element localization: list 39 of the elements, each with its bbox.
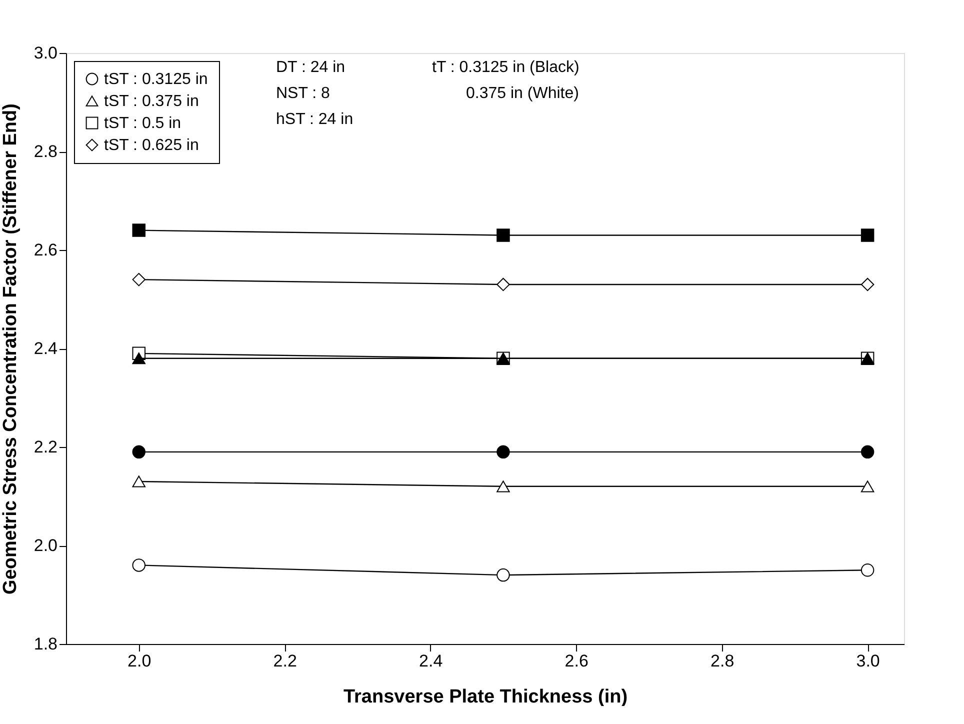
x-tick-label: 2.4 xyxy=(419,652,443,670)
point xyxy=(860,445,874,459)
annotation: 0.375 in (White) xyxy=(466,85,579,102)
point xyxy=(860,278,874,292)
point xyxy=(860,228,874,242)
point xyxy=(496,228,510,242)
point xyxy=(496,480,510,492)
point xyxy=(496,445,510,459)
annotation: NST : 8 xyxy=(276,85,330,102)
y-tick-label: 2.0 xyxy=(34,536,58,555)
point xyxy=(132,352,146,364)
point xyxy=(132,224,146,237)
point xyxy=(860,564,874,577)
x-tick-label: 3.0 xyxy=(856,652,880,670)
x-tick-label: 2.2 xyxy=(273,652,297,670)
y-tick-label: 2.4 xyxy=(34,339,58,358)
annotation: DT : 24 in xyxy=(276,59,346,76)
point xyxy=(132,476,146,488)
x-tick-label: 2.0 xyxy=(128,652,152,670)
x-tick-label: 2.6 xyxy=(564,652,588,670)
y-tick-label: 2.2 xyxy=(34,438,58,456)
point xyxy=(132,272,146,286)
y-tick-label: 2.6 xyxy=(34,240,58,260)
point xyxy=(860,480,874,492)
legend-label: tST : 0.5 in xyxy=(104,115,182,132)
legend-label: tST : 0.375 in xyxy=(104,93,199,110)
point xyxy=(496,568,510,582)
y-tick-label: 1.8 xyxy=(34,634,58,654)
y-tick-label: 2.8 xyxy=(34,142,58,161)
y-tick-label: 3.0 xyxy=(34,44,58,62)
legend-label: tST : 0.625 in xyxy=(104,137,199,154)
legend-label: tST : 0.3125 in xyxy=(104,71,208,88)
point xyxy=(132,558,146,572)
y-axis-title: Geometric Stress Concentration Factor (Stiffener End) xyxy=(0,104,21,594)
point xyxy=(496,278,510,292)
x-tick-label: 2.8 xyxy=(710,652,734,670)
annotation: tT : 0.3125 in (Black) xyxy=(432,59,580,76)
point xyxy=(132,445,146,459)
annotation: hST : 24 in xyxy=(276,111,354,128)
